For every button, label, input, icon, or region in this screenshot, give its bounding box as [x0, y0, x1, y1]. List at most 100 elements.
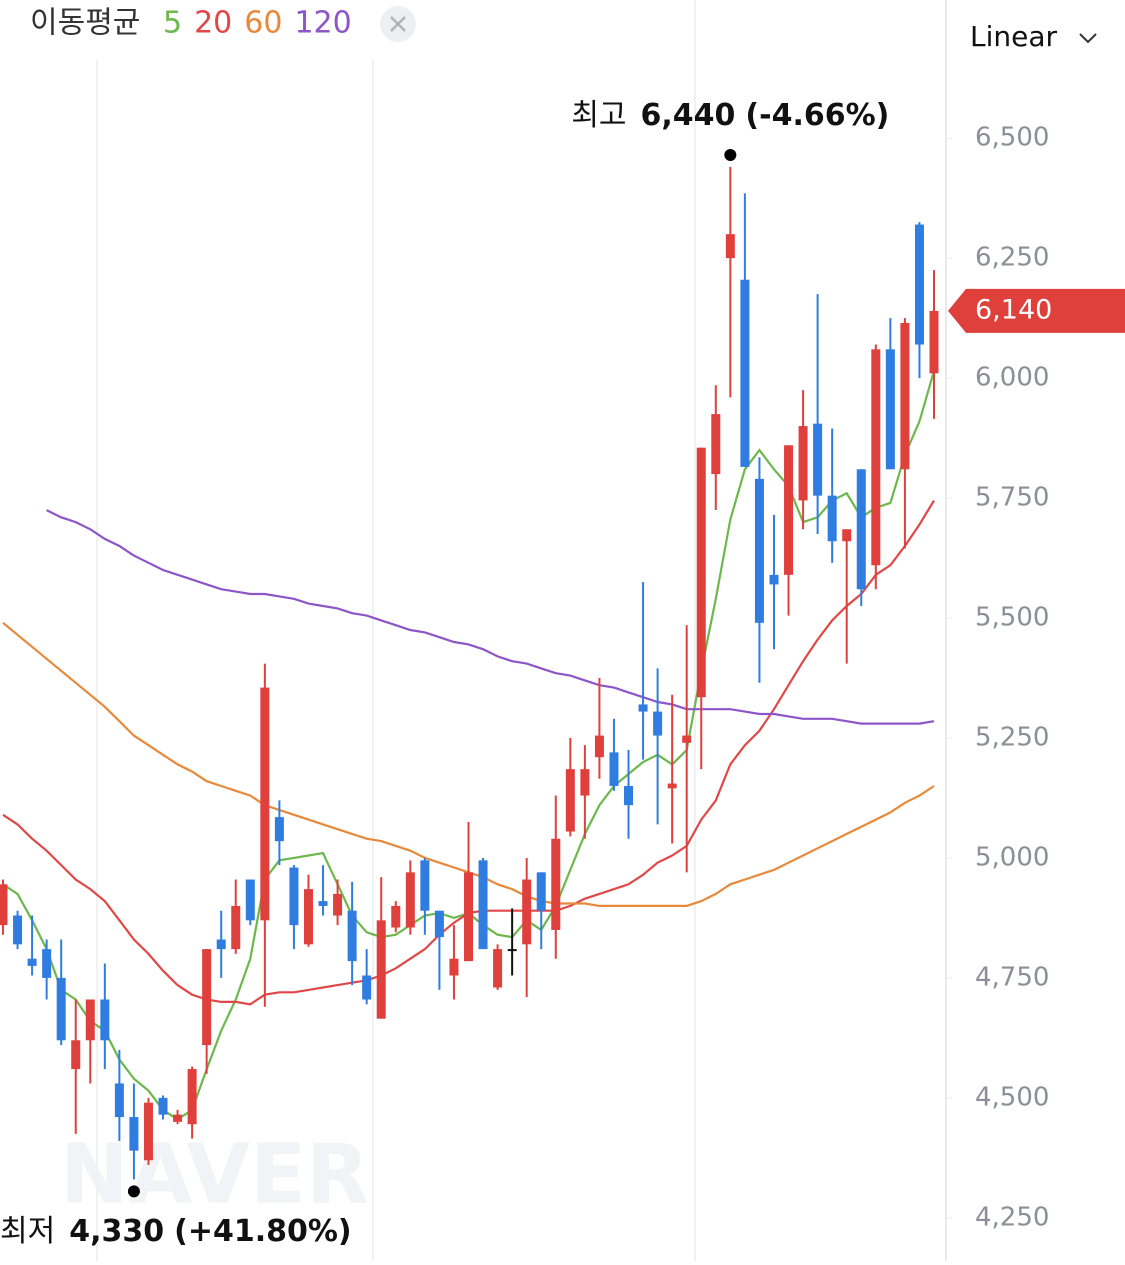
y-tick-label: 4,750 [975, 962, 1049, 992]
candle [827, 428, 837, 563]
legend-title: 이동평균 [30, 6, 140, 41]
candle-body [711, 414, 721, 475]
candle-body [464, 872, 473, 962]
legend: 5 20 60 120 [163, 6, 352, 41]
candle [85, 999, 95, 1084]
chevron [1079, 33, 1097, 44]
candle-body [260, 687, 270, 921]
candle [784, 445, 794, 616]
candle [813, 294, 823, 535]
candle [929, 270, 939, 419]
candle-body [929, 310, 939, 374]
y-tick-label: 4,250 [975, 1202, 1049, 1232]
candle-body [507, 949, 517, 952]
candle [56, 939, 66, 1046]
y-tick-label: 6,500 [975, 123, 1049, 153]
extreme-dot [724, 148, 737, 161]
candle [434, 910, 444, 990]
candle [289, 865, 299, 950]
extreme-label: 최고 6,440 (-4.66%) [571, 98, 889, 133]
candle-body [813, 423, 823, 496]
candle-body [594, 735, 604, 758]
candle [173, 1109, 183, 1125]
label-part: 4,330 [69, 1214, 164, 1249]
candle-body [478, 860, 488, 950]
candle-body [827, 495, 837, 542]
candle-body [114, 1083, 124, 1118]
candle-body [638, 704, 648, 712]
candle [0, 879, 8, 935]
watermark: NAVER [60, 1127, 369, 1222]
candle-body [362, 975, 372, 1000]
candle-body [784, 445, 794, 575]
scale-dropdown[interactable]: Linear [970, 20, 1097, 53]
candle [202, 949, 212, 1074]
candle-body [173, 1114, 183, 1122]
y-tick-label: 4,500 [975, 1082, 1049, 1112]
candle [842, 529, 852, 664]
candle-body [129, 1117, 139, 1151]
candle [696, 447, 706, 770]
candle-body [885, 349, 895, 470]
candle-body [42, 949, 52, 978]
legend-close[interactable] [380, 6, 416, 42]
y-tick-label: 6,250 [975, 243, 1049, 273]
candle-body [551, 838, 561, 930]
candle [114, 1049, 124, 1142]
label-part: 최고 [571, 98, 626, 133]
candle [449, 925, 459, 1000]
candle-body [914, 224, 924, 345]
candle [594, 678, 604, 779]
candle [624, 749, 634, 839]
candle [274, 800, 284, 866]
close-icon [390, 16, 406, 32]
candle [158, 1095, 168, 1120]
candle [856, 469, 866, 607]
y-tick-label: 6,000 [975, 363, 1049, 393]
candle-body [85, 999, 95, 1041]
candle [405, 860, 415, 935]
legend-entry: 120 [294, 6, 351, 41]
candle-body [900, 322, 910, 470]
candle-body [434, 910, 444, 938]
candle [420, 857, 430, 935]
candle [740, 193, 750, 467]
candle [143, 1097, 153, 1166]
candle [507, 908, 517, 976]
moving-averages [2, 370, 936, 1121]
candle-body [754, 478, 764, 623]
last-price-tag [948, 288, 1125, 333]
candle-body [347, 910, 357, 962]
y-tick-label: 5,500 [975, 603, 1049, 633]
candle-body [565, 769, 575, 832]
plot [0, 148, 939, 1198]
y-tick-label: 5,250 [975, 722, 1049, 752]
candle-body [522, 879, 532, 945]
candle [769, 514, 779, 650]
candle-body [216, 939, 226, 950]
candle [653, 668, 663, 825]
candle [42, 939, 52, 1000]
candle-body [289, 867, 299, 926]
candle [536, 872, 546, 950]
label-part: 6,440 [641, 98, 736, 133]
candle-body [100, 999, 110, 1041]
candle [522, 857, 532, 998]
candle [216, 910, 226, 978]
extreme-dot [127, 1185, 140, 1198]
candle [711, 385, 721, 511]
candle [318, 865, 328, 916]
candle [609, 718, 619, 791]
candle-body [202, 949, 212, 1046]
candle [362, 949, 372, 1005]
candle [245, 879, 255, 926]
candle-body [303, 889, 313, 945]
candle [187, 1066, 197, 1139]
candle-body [653, 711, 663, 736]
candle [754, 457, 764, 683]
scale-mode[interactable]: Linear [970, 20, 1058, 53]
candle [798, 390, 808, 530]
candle-body [231, 905, 241, 950]
candle-body [493, 949, 503, 988]
candle-body [13, 915, 23, 945]
